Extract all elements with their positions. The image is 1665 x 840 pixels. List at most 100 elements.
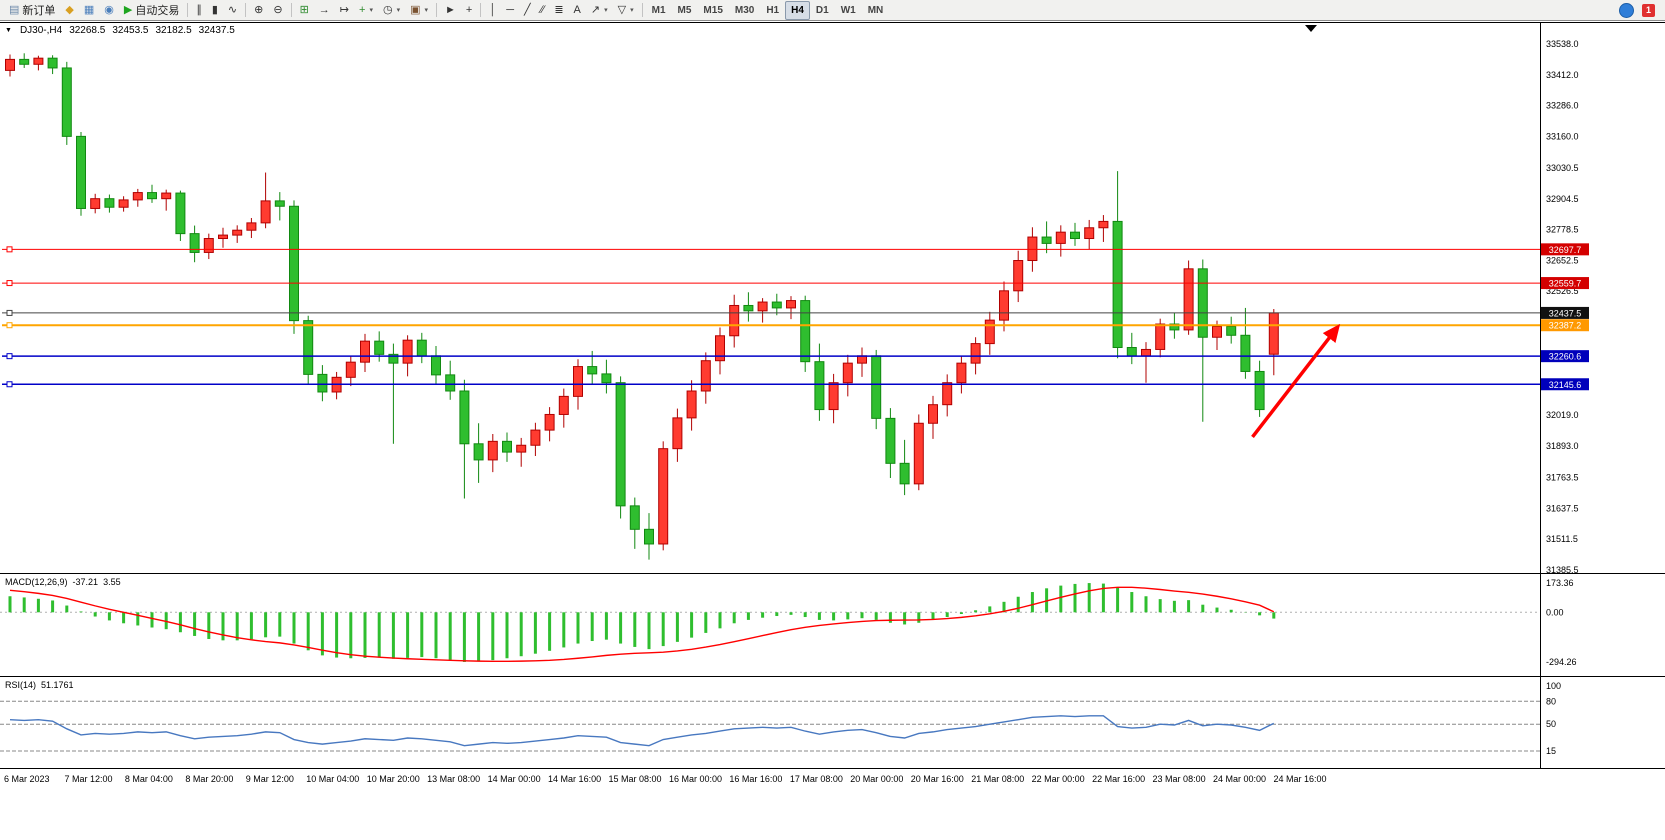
- price-axis[interactable]: 33538.0 33412.0 33286.0 33160.0 33030.5 32904…: [1546, 39, 1579, 575]
- fibonacci-button[interactable]: ≣: [549, 1, 568, 20]
- rsi-name: RSI(14): [5, 680, 37, 690]
- timeframe-d1-button[interactable]: D1: [815, 4, 829, 16]
- svg-text:13 Mar 08:00: 13 Mar 08:00: [427, 774, 480, 784]
- vertical-line-button[interactable]: │: [484, 1, 501, 20]
- svg-text:32904.5: 32904.5: [1546, 194, 1579, 204]
- svg-text:10 Mar 20:00: 10 Mar 20:00: [367, 774, 420, 784]
- periods-icon: ◷: [382, 3, 393, 16]
- macd-panel: 173.36 0.00 -294.26: [0, 578, 1577, 667]
- svg-text:100: 100: [1546, 681, 1561, 691]
- zoom-in-icon: ⊕: [254, 3, 264, 16]
- svg-text:15: 15: [1546, 746, 1556, 756]
- line-chart-button[interactable]: ∿: [223, 1, 242, 20]
- timeframe-h4-button[interactable]: H4: [785, 0, 810, 20]
- dropdown-icon: ▾: [424, 7, 429, 14]
- svg-text:22 Mar 00:00: 22 Mar 00:00: [1032, 774, 1085, 784]
- zoom-out-button[interactable]: ⊖: [268, 1, 287, 20]
- auto-trading-button[interactable]: ▶ 自动交易: [119, 1, 184, 20]
- svg-text:31385.5: 31385.5: [1546, 565, 1579, 575]
- chart-symbol: DJ30-,H4: [19, 25, 63, 36]
- svg-text:24 Mar 00:00: 24 Mar 00:00: [1213, 774, 1266, 784]
- chart-low: 32182.5: [155, 25, 192, 36]
- svg-text:80: 80: [1546, 696, 1556, 706]
- timeframe-m5-button[interactable]: M5: [677, 4, 692, 16]
- timeframe-h1-button[interactable]: H1: [766, 4, 780, 16]
- svg-text:23 Mar 08:00: 23 Mar 08:00: [1153, 774, 1206, 784]
- panel-borders: [0, 22, 1665, 769]
- tile-windows-button[interactable]: ⊞: [295, 1, 314, 20]
- fibonacci-icon: ≣: [554, 3, 564, 16]
- price-level-32145.6[interactable]: 32145.6: [2, 378, 1589, 391]
- shapes-button[interactable]: ▽ ▾: [613, 1, 639, 20]
- toolbar-separator: [290, 3, 292, 17]
- svg-text:32145.6: 32145.6: [1549, 380, 1582, 390]
- chart-window-button[interactable]: ▦: [79, 1, 99, 20]
- chart-shift-button[interactable]: ↦: [335, 1, 354, 20]
- time-axis[interactable]: 6 Mar 2023 7 Mar 12:00 8 Mar 04:00 8 Mar 20…: [4, 774, 1326, 784]
- profiles-button[interactable]: ◉: [99, 1, 119, 20]
- chart-shift-marker[interactable]: [1305, 25, 1317, 32]
- auto-trading-icon: ▶: [123, 3, 133, 16]
- macd-signal-value: 3.55: [103, 577, 121, 587]
- crosshair-button[interactable]: +: [461, 1, 477, 20]
- zoom-in-button[interactable]: ⊕: [249, 1, 268, 20]
- trendline-icon: ╱: [524, 3, 531, 16]
- text-button[interactable]: A: [569, 1, 586, 20]
- price-level-32260.6[interactable]: 32260.6: [2, 350, 1589, 363]
- templates-button[interactable]: ▣ ▾: [405, 1, 433, 20]
- macd-main-value: -37.21: [72, 577, 99, 587]
- bar-chart-button[interactable]: ∥: [191, 1, 207, 20]
- new-order-icon: ▤: [9, 3, 20, 16]
- trendline-button[interactable]: ╱: [519, 1, 536, 20]
- svg-text:7 Mar 12:00: 7 Mar 12:00: [64, 774, 112, 784]
- community-icon[interactable]: [1619, 2, 1634, 18]
- auto-scroll-button[interactable]: →: [314, 1, 335, 20]
- timeframe-m30-button[interactable]: M30: [734, 4, 755, 16]
- profiles-icon: ◉: [104, 3, 114, 16]
- svg-text:32387.2: 32387.2: [1549, 321, 1582, 331]
- market-watch-button[interactable]: ◆: [60, 1, 78, 20]
- crosshair-icon: +: [465, 3, 473, 16]
- candlestick-chart-button[interactable]: ▮: [207, 1, 223, 20]
- svg-text:31763.5: 31763.5: [1546, 473, 1579, 483]
- notification-badge[interactable]: 1: [1642, 3, 1655, 17]
- price-level-32387.2[interactable]: 32387.2: [2, 319, 1589, 332]
- svg-text:16 Mar 16:00: 16 Mar 16:00: [729, 774, 782, 784]
- chart-menu-icon[interactable]: ▼: [5, 27, 12, 34]
- svg-text:14 Mar 16:00: 14 Mar 16:00: [548, 774, 601, 784]
- svg-text:31893.0: 31893.0: [1546, 441, 1579, 451]
- svg-text:33030.5: 33030.5: [1546, 163, 1579, 173]
- channel-button[interactable]: ∕∕: [536, 1, 550, 20]
- svg-text:17 Mar 08:00: 17 Mar 08:00: [790, 774, 843, 784]
- svg-text:20 Mar 16:00: 20 Mar 16:00: [911, 774, 964, 784]
- new-order-button[interactable]: ▤ 新订单: [4, 1, 60, 20]
- trend-arrow-annotation[interactable]: [1251, 323, 1341, 439]
- rsi-value: 51.1761: [41, 680, 74, 690]
- svg-text:8 Mar 20:00: 8 Mar 20:00: [185, 774, 233, 784]
- indicators-button[interactable]: + ▾: [354, 1, 378, 20]
- arrows-button[interactable]: ↗ ▾: [586, 1, 613, 20]
- timeframe-mn-button[interactable]: MN: [867, 4, 884, 16]
- timeframe-m15-button[interactable]: M15: [703, 4, 723, 16]
- toolbar-separator: [436, 3, 438, 17]
- timeframe-m1-button[interactable]: M1: [651, 4, 666, 16]
- candles: [5, 53, 1279, 560]
- toolbar-separator: [187, 3, 189, 17]
- periods-button[interactable]: ◷ ▾: [378, 1, 405, 20]
- zoom-out-icon: ⊖: [273, 3, 283, 16]
- price-level-32559.7[interactable]: 32559.7: [2, 277, 1589, 290]
- timeframe-w1-button[interactable]: W1: [840, 4, 856, 16]
- horizontal-line-button[interactable]: ─: [501, 1, 519, 20]
- svg-text:31511.5: 31511.5: [1546, 534, 1578, 544]
- cursor-button[interactable]: ►: [440, 1, 461, 20]
- price-level-32697.7[interactable]: 32697.7: [2, 243, 1589, 256]
- rsi-indicator-label: RSI(14) 51.1761: [5, 680, 74, 690]
- svg-text:50: 50: [1546, 719, 1556, 729]
- price-level-32437.5[interactable]: 32437.5: [2, 306, 1589, 319]
- svg-text:33286.0: 33286.0: [1546, 101, 1579, 111]
- chart-title: ▼ DJ30-,H4 32268.5 32453.5 32182.5 32437…: [5, 25, 235, 36]
- svg-text:32559.7: 32559.7: [1549, 279, 1582, 289]
- chart-window-icon: ▦: [83, 3, 95, 16]
